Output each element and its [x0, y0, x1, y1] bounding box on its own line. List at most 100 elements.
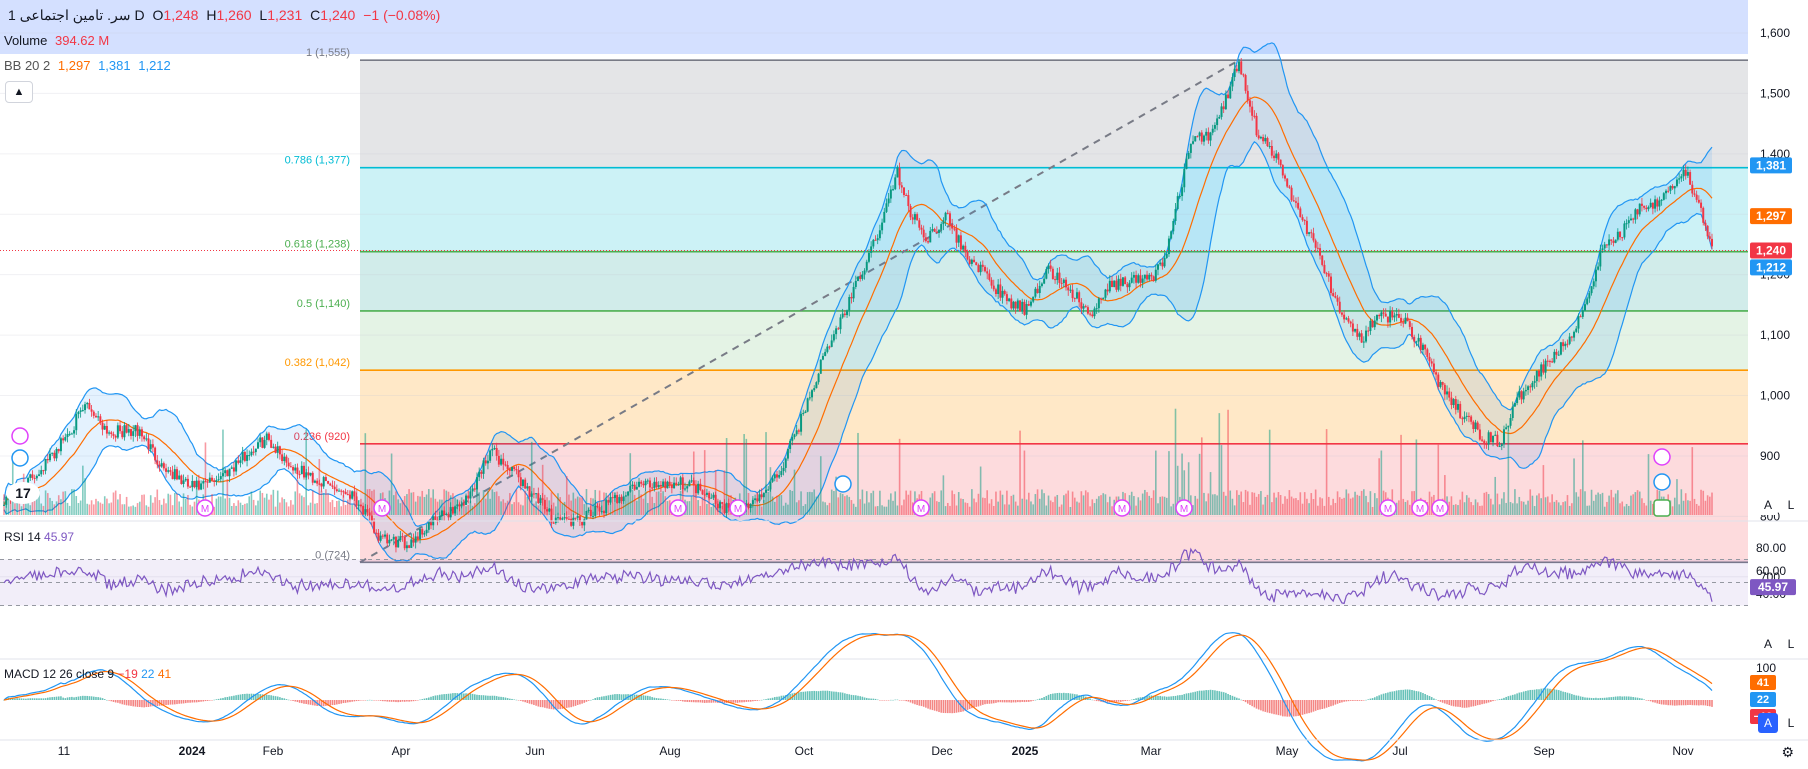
candle-body — [1209, 132, 1212, 141]
volume-bar — [1047, 495, 1050, 515]
volume-bar — [900, 505, 903, 515]
volume-bar — [1076, 501, 1078, 515]
candle-body — [905, 194, 908, 196]
volume-bar — [1104, 494, 1107, 515]
macd-hist-bar — [1014, 700, 1017, 703]
macd-hist-bar — [552, 700, 555, 710]
candle-body — [1527, 386, 1530, 390]
volume-bar — [1295, 498, 1297, 515]
auto-scale-button[interactable]: A — [1758, 495, 1778, 515]
candle-body — [964, 245, 967, 253]
macd-hist-bar — [1187, 693, 1190, 700]
candle-body — [1128, 282, 1131, 288]
macd-hist-bar — [1174, 695, 1177, 700]
volume-bar — [279, 502, 281, 515]
candle-body — [388, 539, 391, 544]
macd-hist-bar — [1384, 693, 1387, 700]
volume-bar — [1380, 450, 1383, 515]
volume-bar — [863, 503, 866, 515]
bb-legend[interactable]: BB 20 2 1,297 1,381 1,212 — [4, 58, 175, 73]
macd-hist-bar — [49, 697, 51, 700]
candle-body — [574, 517, 577, 519]
volume-bar — [1155, 450, 1157, 515]
volume-bar — [272, 489, 275, 515]
macd-hist-bar — [174, 700, 176, 705]
volume-bar — [723, 470, 726, 515]
candle-body — [1292, 200, 1295, 202]
volume-bar — [631, 489, 634, 515]
candle-body — [887, 198, 890, 204]
candle-body — [1141, 278, 1144, 283]
macd-hist-bar — [371, 699, 373, 701]
macd-hist-bar — [798, 692, 800, 700]
symbol-legend[interactable]: سر. تامین اجتماعی 1D O1,248 H1,260 L1,23… — [4, 7, 444, 24]
candle-body — [1430, 361, 1433, 364]
candle-body — [1183, 168, 1186, 188]
candle-body — [1012, 301, 1015, 309]
volume-legend[interactable]: Volume 394.62 M — [4, 33, 113, 48]
volume-bar — [465, 506, 467, 515]
tradingview-logo[interactable]: 17 — [6, 482, 40, 504]
macd-hist-bar — [570, 700, 572, 708]
volume-bar — [699, 505, 702, 515]
candle-body — [1478, 429, 1481, 440]
candle-body — [154, 447, 157, 461]
volume-bar — [1608, 495, 1610, 515]
macd-hist-bar — [1172, 696, 1175, 700]
volume-bar — [476, 490, 478, 515]
candle-body — [110, 432, 113, 435]
macd-hist-bar — [734, 700, 737, 703]
volume-bar — [883, 506, 886, 515]
macd-hist-bar — [1176, 695, 1179, 700]
volume-bar — [1216, 495, 1218, 515]
volume-bar — [1106, 502, 1109, 515]
candle-body — [195, 480, 198, 488]
macd-hist-bar — [1130, 699, 1133, 701]
candle-body — [123, 425, 126, 438]
macd-hist-bar — [1257, 700, 1260, 710]
macd-hist-bar — [1656, 700, 1659, 704]
candle-body — [850, 297, 853, 299]
collapse-legend-button[interactable]: ▲ — [5, 81, 33, 103]
candle-body — [149, 444, 152, 450]
candle-body — [294, 467, 297, 471]
volume-bar — [990, 499, 993, 515]
macd-hist-bar — [1571, 694, 1573, 700]
candle-body — [775, 474, 778, 478]
macd-hist-bar — [171, 700, 174, 705]
candle-body — [1693, 193, 1696, 195]
settings-gear-icon[interactable]: ⚙ — [1781, 744, 1794, 760]
volume-bar — [276, 490, 279, 515]
volume-bar — [1012, 494, 1015, 515]
candle-body — [894, 177, 897, 190]
volume-bar — [419, 496, 421, 515]
macd-log-scale-button[interactable]: L — [1781, 713, 1801, 733]
time-tick-label: Feb — [263, 744, 284, 758]
macd-hist-bar — [992, 700, 995, 704]
macd-hist-bar — [1511, 694, 1514, 700]
candle-body — [1139, 275, 1142, 283]
macd-hist-bar — [1327, 700, 1330, 707]
fib-band-0.618 — [360, 251, 1748, 311]
macd-hist-bar — [1430, 697, 1433, 700]
macd-auto-scale-button[interactable]: A — [1758, 713, 1778, 733]
candle-body — [355, 496, 358, 506]
macd-hist-bar — [1336, 700, 1339, 704]
volume-bar — [793, 469, 796, 515]
macd-hist-bar — [1260, 700, 1262, 711]
macd-legend[interactable]: MACD 12 26 close 9 −19 22 41 — [4, 667, 171, 681]
volume-bar — [537, 505, 540, 515]
high-value: 1,260 — [216, 7, 252, 23]
candle-body — [1049, 265, 1052, 269]
rsi-legend[interactable]: RSI 14 45.97 — [4, 530, 74, 544]
macd-hist-bar — [861, 696, 864, 700]
rsi-log-scale-button[interactable]: L — [1781, 634, 1801, 654]
volume-bar — [773, 501, 776, 515]
volume-bar — [1498, 504, 1501, 515]
macd-badge-bg — [1750, 675, 1776, 690]
candle-body — [1634, 209, 1637, 220]
log-scale-button[interactable]: L — [1781, 495, 1801, 515]
candle-body — [1588, 293, 1591, 299]
rsi-auto-scale-button[interactable]: A — [1758, 634, 1778, 654]
